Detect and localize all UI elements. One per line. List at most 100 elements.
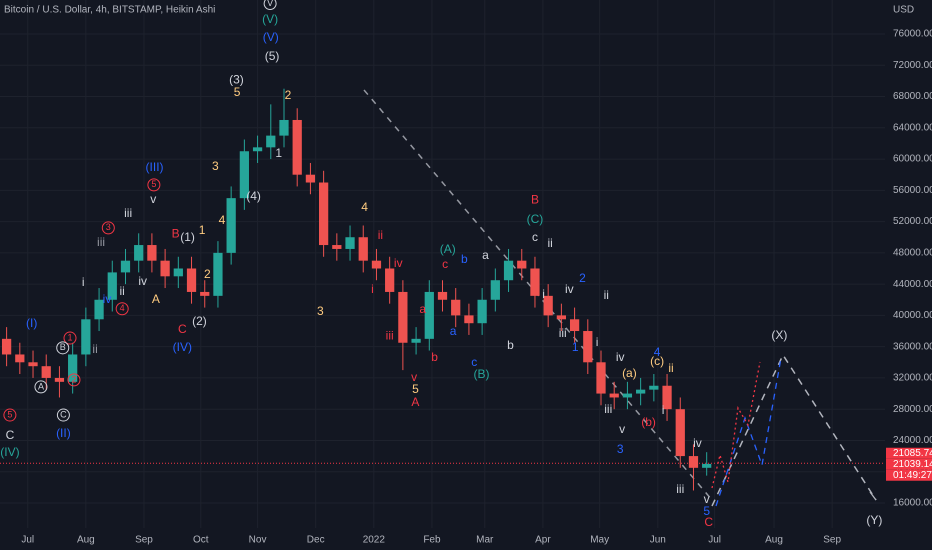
- candle-body: [252, 147, 263, 152]
- wave-label: A: [411, 395, 419, 409]
- candle-body: [266, 135, 276, 148]
- wave-label: 3: [317, 304, 324, 318]
- x-tick-label: Aug: [765, 535, 783, 546]
- candle-body: [200, 291, 210, 296]
- y-tick-label: 76000.00: [893, 29, 932, 40]
- x-tick-label: Sep: [823, 535, 841, 546]
- candle-body: [688, 456, 699, 468]
- candle-body: [543, 295, 553, 316]
- y-tick-label: 24000.00: [893, 435, 932, 446]
- candle-body: [702, 463, 712, 468]
- wave-label: ii: [92, 342, 97, 356]
- wave-label: 1: [572, 340, 579, 354]
- wave-label: 4: [654, 345, 661, 359]
- candle-body: [583, 331, 593, 363]
- wave-label: 2: [71, 374, 76, 384]
- wave-label: 5: [7, 409, 12, 419]
- x-tick-label: Jun: [650, 535, 666, 546]
- annotation-circle: [3, 408, 17, 422]
- price-label-box: [886, 469, 932, 481]
- candle-body: [398, 291, 408, 343]
- candle-body: [345, 237, 355, 249]
- candle-body: [134, 245, 144, 261]
- chart-title: Bitcoin / U.S. Dollar, 4h, BITSTAMP, Hei…: [4, 5, 215, 16]
- wave-label: 2: [579, 271, 586, 285]
- y-tick-label: 68000.00: [893, 91, 932, 102]
- currency: USD: [893, 5, 914, 16]
- y-tick-label: 36000.00: [893, 341, 932, 352]
- annotation-circle: [115, 302, 129, 316]
- wave-label: (3): [229, 72, 244, 86]
- wave-label: ii: [120, 284, 125, 298]
- wave-label: 4: [361, 200, 368, 214]
- annotation-circle: [56, 341, 70, 355]
- annotation-circle: [34, 380, 48, 394]
- wave-label: 1: [275, 146, 282, 160]
- wave-label: 2: [285, 88, 292, 102]
- candle-body: [622, 393, 633, 398]
- wave-label: iv: [394, 256, 403, 270]
- candle-body: [94, 299, 104, 320]
- wave-label: iii: [604, 402, 612, 416]
- candle-body: [226, 198, 236, 253]
- y-tick-label: 72000.00: [893, 60, 932, 71]
- candle-body: [173, 268, 183, 277]
- axes: 16000.0020000.0024000.0028000.0032000.00…: [21, 29, 932, 546]
- wave-label: (V): [262, 12, 278, 26]
- candle-body: [160, 260, 170, 277]
- wave-label: v: [411, 370, 417, 384]
- annotation-circle: [147, 178, 161, 192]
- price-label-box: [886, 458, 932, 470]
- wave-label: iii: [676, 482, 684, 496]
- wave-label: i: [662, 403, 665, 417]
- y-tick-label: 40000.00: [893, 310, 932, 321]
- wave-label: i: [596, 335, 599, 349]
- candle-body: [451, 299, 461, 316]
- wave-label: 3: [106, 222, 111, 232]
- candle-body: [530, 268, 540, 296]
- wave-label: iii: [97, 235, 105, 249]
- candle-body: [569, 319, 580, 332]
- wave-label: 1: [67, 332, 72, 342]
- wave-label: B: [172, 226, 180, 240]
- candle-body: [213, 252, 223, 296]
- y-tick-label: 28000.00: [893, 404, 932, 415]
- wave-label: (Y): [866, 513, 882, 527]
- x-tick-label: Dec: [307, 535, 325, 546]
- wave-label: (b): [641, 415, 656, 429]
- wave-label: (c): [650, 354, 664, 368]
- annotation-circle: [67, 373, 81, 387]
- y-tick-label: 64000.00: [893, 122, 932, 133]
- wave-label: (X): [771, 328, 787, 342]
- wave-label: iv: [138, 274, 147, 288]
- projection-white: [711, 353, 877, 507]
- x-tick-label: Feb: [423, 535, 441, 546]
- candle-body: [28, 362, 38, 367]
- wave-label: i: [542, 287, 545, 301]
- wave-label: c: [532, 230, 538, 244]
- wave-label: C: [178, 322, 187, 336]
- wave-label: (III): [146, 160, 164, 174]
- wave-label: 3: [617, 442, 624, 456]
- wave-label: (a): [622, 366, 637, 380]
- x-tick-label: Apr: [535, 535, 551, 546]
- wave-label: (A): [440, 242, 456, 256]
- wave-label: (V): [263, 30, 279, 44]
- wave-label: iii: [124, 206, 132, 220]
- candle-body: [477, 299, 487, 324]
- wave-label: ii: [378, 228, 383, 242]
- wave-label: (IV): [173, 340, 192, 354]
- x-tick-label: May: [590, 535, 609, 546]
- wave-label: i: [82, 275, 85, 289]
- wave-label: V: [267, 0, 273, 8]
- x-tick-label: Sep: [135, 535, 153, 546]
- candle-body: [411, 338, 421, 343]
- wave-label: A: [38, 381, 44, 391]
- candle-body: [292, 119, 302, 175]
- candle-body: [662, 385, 672, 410]
- wave-label: v: [150, 192, 156, 206]
- wave-label: (4): [246, 189, 261, 203]
- y-tick-label: 16000.00: [893, 498, 932, 509]
